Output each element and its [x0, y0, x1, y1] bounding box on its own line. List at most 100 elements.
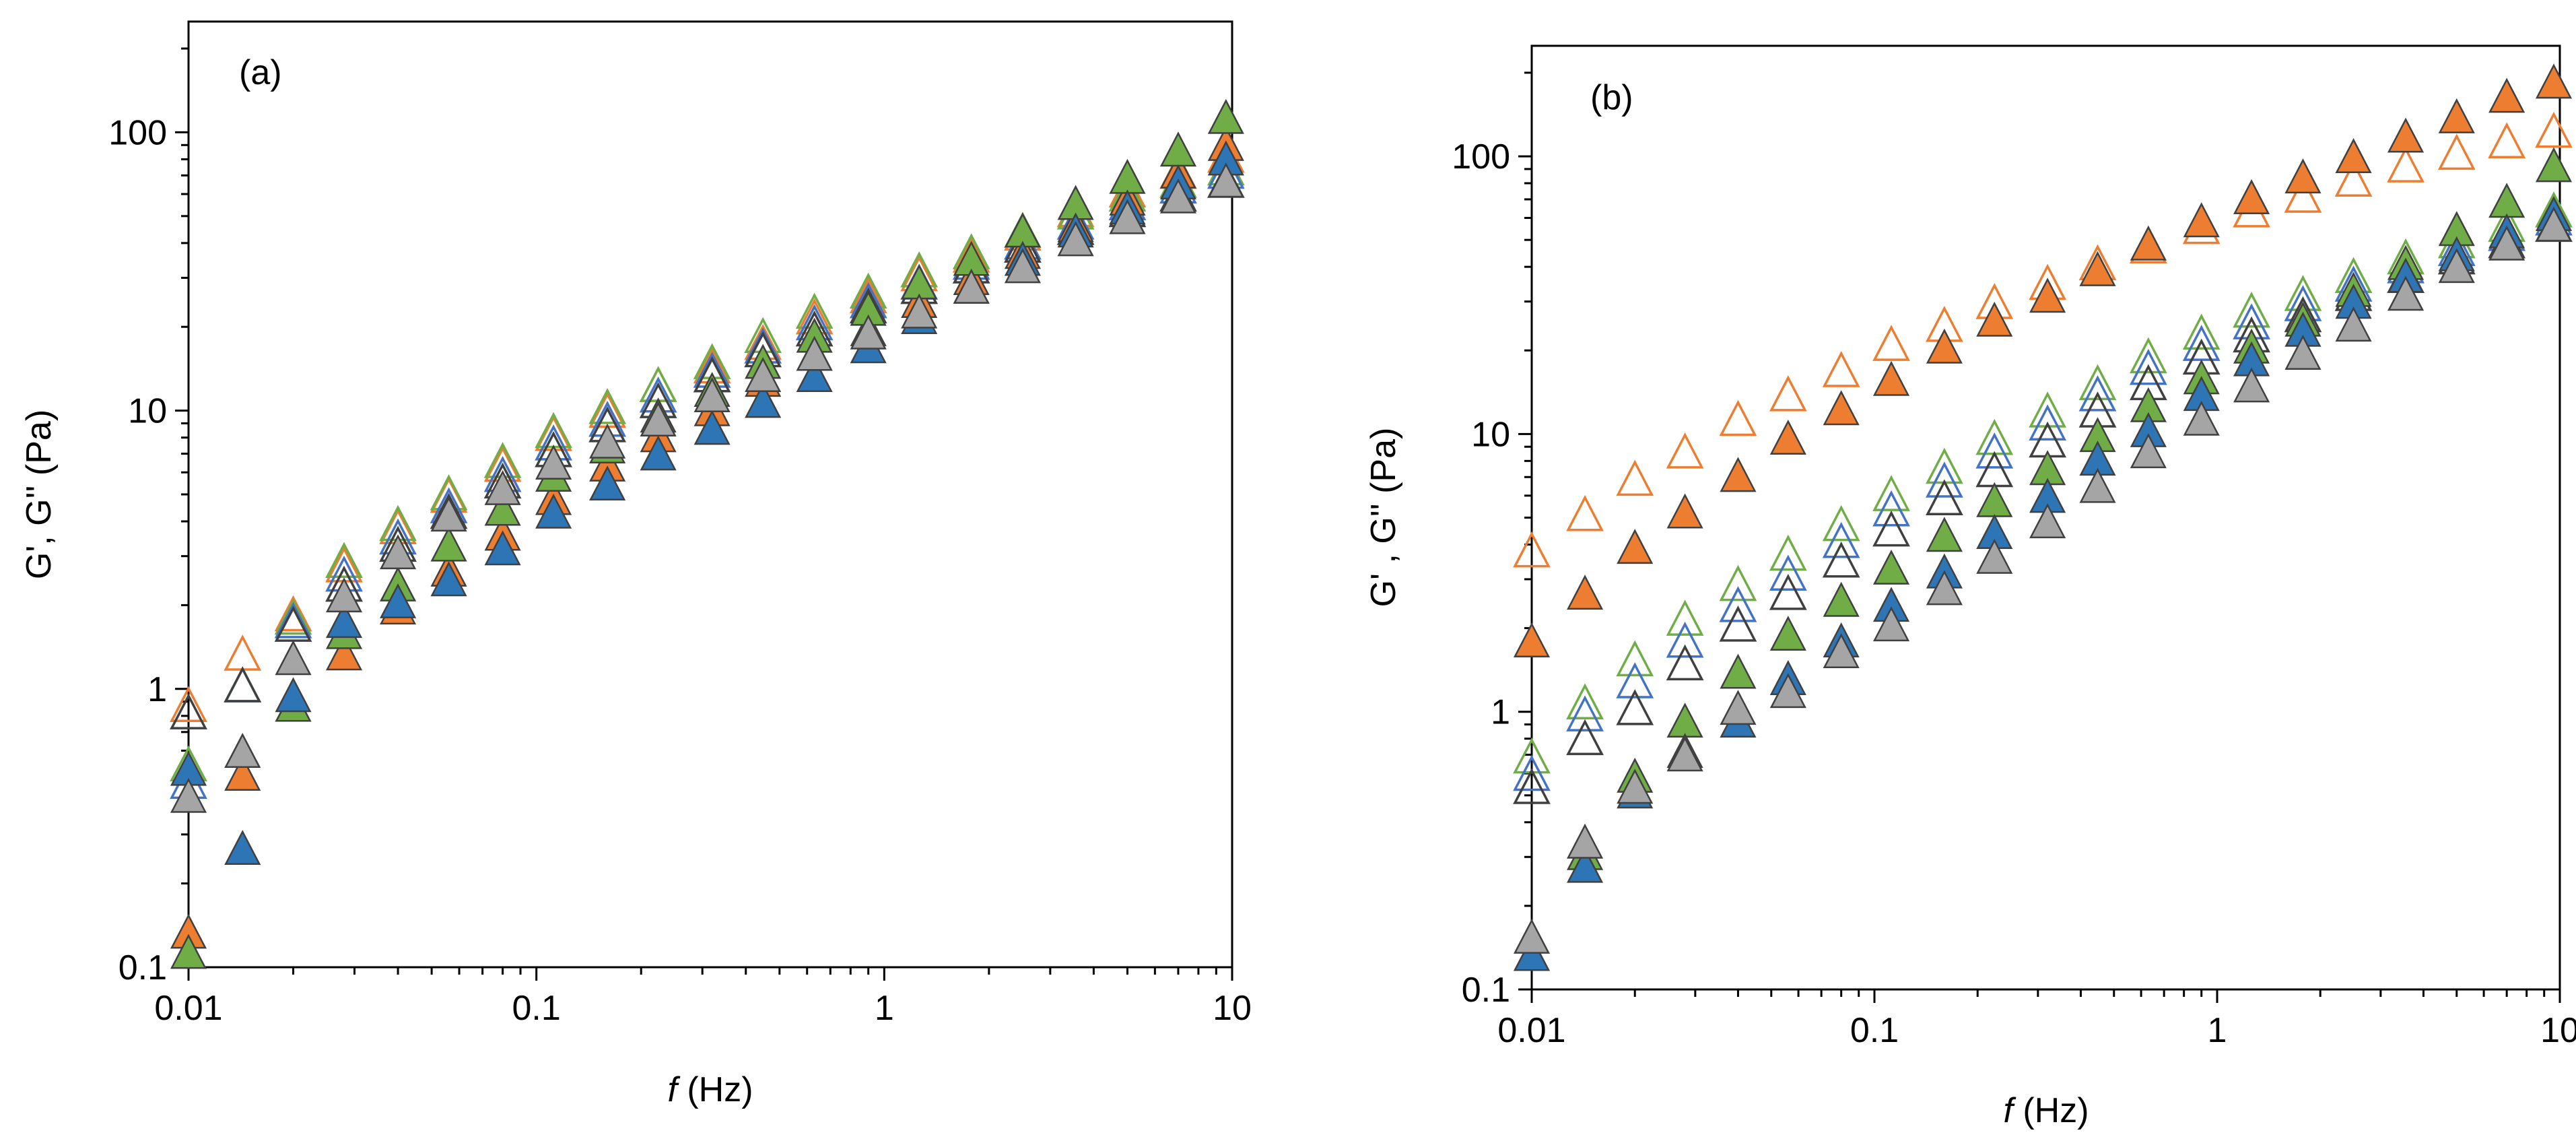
data-point	[1926, 479, 1963, 516]
data-point	[796, 335, 833, 371]
data-point	[1666, 599, 1704, 636]
data-point	[2029, 278, 2066, 313]
data-point	[1666, 432, 1704, 469]
data-point	[1567, 847, 1604, 883]
data-point	[2284, 176, 2322, 213]
data-point	[1566, 719, 1604, 756]
data-point	[430, 526, 467, 562]
data-point	[1207, 162, 1244, 198]
x-tick-label: 10	[2540, 1011, 2576, 1050]
data-point	[1109, 199, 1146, 234]
data-point	[1823, 633, 1860, 669]
x-tick-label: 0.01	[1497, 1011, 1565, 1050]
data-point	[325, 542, 363, 579]
data-point	[1616, 459, 1654, 496]
y-tick-label: 10	[1471, 415, 1510, 454]
data-point	[1513, 918, 1551, 954]
data-point	[2488, 122, 2526, 158]
series-open-1	[1513, 191, 2573, 774]
data-point	[2535, 206, 2573, 242]
data-point	[1513, 531, 1551, 568]
data-point	[1617, 769, 1654, 804]
data-point	[325, 635, 363, 671]
data-point	[1720, 653, 1757, 689]
data-point	[1872, 549, 1910, 585]
data-point	[1976, 538, 2013, 574]
data-point	[170, 693, 207, 729]
data-point	[430, 496, 467, 532]
data-point	[1513, 768, 1551, 804]
data-point	[170, 686, 207, 722]
data-point	[1719, 564, 1757, 601]
data-point	[745, 383, 782, 418]
data-point	[2387, 146, 2425, 183]
data-point	[2335, 306, 2372, 342]
data-point	[2233, 291, 2270, 328]
data-point	[1666, 703, 1703, 738]
data-point	[2130, 433, 2167, 469]
data-point	[1159, 178, 1197, 214]
data-point	[2488, 225, 2526, 261]
data-point	[484, 530, 521, 566]
data-point	[1616, 689, 1654, 725]
panel-label: (a)	[239, 53, 282, 92]
data-point	[1822, 521, 1860, 558]
data-point	[1769, 375, 1807, 412]
data-point	[2437, 133, 2476, 170]
data-point	[1822, 351, 1860, 387]
plot-area-frame	[187, 20, 1233, 969]
data-point	[693, 377, 731, 413]
data-point	[1666, 736, 1703, 772]
x-tick-label: 0.1	[512, 989, 561, 1028]
data-point	[1719, 399, 1757, 436]
data-point	[2387, 117, 2425, 153]
data-point	[796, 357, 833, 393]
data-point	[1207, 98, 1244, 134]
series-filled-7	[1513, 206, 2573, 954]
data-point	[2438, 98, 2475, 133]
data-point	[1872, 475, 1910, 511]
data-point	[1004, 248, 1041, 284]
data-point	[1109, 158, 1146, 194]
data-point	[2078, 364, 2117, 401]
data-point	[535, 493, 572, 529]
data-point	[2284, 158, 2321, 194]
x-axis-label-symbol: f	[667, 1070, 680, 1109]
data-point	[901, 293, 938, 329]
data-point	[1872, 360, 1910, 396]
data-point	[2130, 225, 2167, 261]
data-point	[1720, 457, 1757, 492]
y-tick-label: 100	[108, 113, 167, 152]
data-point	[274, 598, 312, 635]
data-point	[2183, 202, 2220, 238]
data-point	[2078, 375, 2117, 412]
data-point	[1769, 616, 1806, 651]
data-point	[745, 357, 782, 393]
y-axis-label: G', G'' (Pa)	[20, 410, 59, 579]
data-point	[1769, 419, 1806, 455]
data-point	[1720, 690, 1757, 725]
data-point	[224, 756, 261, 791]
data-point	[2129, 348, 2167, 385]
x-tick-label: 0.01	[154, 989, 222, 1028]
data-point	[589, 465, 626, 501]
data-point	[2335, 138, 2372, 174]
data-point	[1926, 328, 1963, 364]
series-filled-4	[1513, 63, 2573, 657]
data-point	[224, 830, 261, 866]
data-point	[640, 435, 677, 471]
data-point	[1769, 673, 1806, 709]
data-point	[380, 583, 417, 618]
data-point	[693, 410, 731, 445]
data-point	[2233, 179, 2270, 215]
data-point	[1513, 622, 1551, 657]
data-point	[1822, 504, 1860, 542]
data-point	[2079, 467, 2116, 503]
data-point	[2334, 160, 2373, 197]
data-point	[224, 666, 262, 703]
data-point	[2488, 77, 2526, 113]
data-point	[1513, 754, 1551, 791]
data-point	[1566, 695, 1604, 731]
data-point	[1566, 683, 1604, 719]
